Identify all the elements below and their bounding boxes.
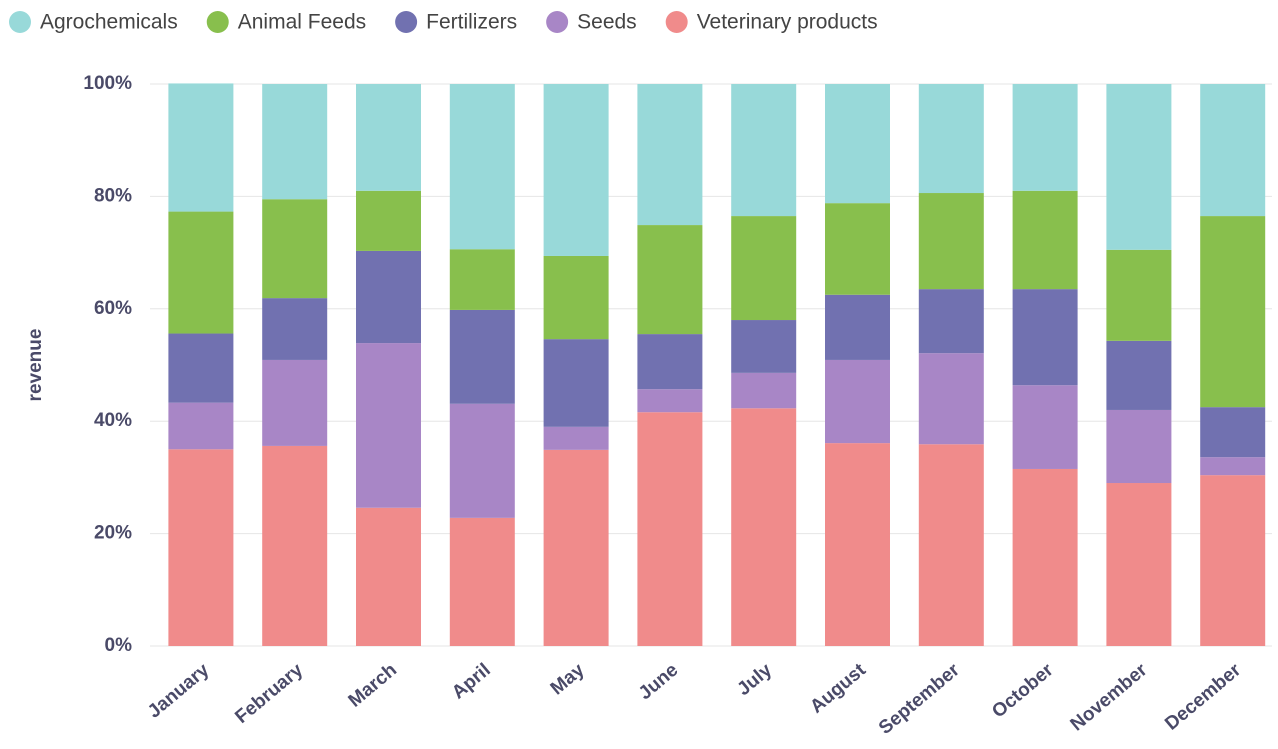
bar-segment	[1106, 483, 1172, 646]
bar-segment	[1200, 475, 1266, 646]
x-tick-label: December	[1161, 659, 1245, 735]
bar-segment	[262, 359, 328, 446]
legend-swatch	[546, 11, 569, 33]
x-tick-label: June	[635, 660, 682, 705]
bar-segment	[356, 250, 421, 344]
bar-segment	[825, 203, 890, 295]
bar-segment	[262, 445, 328, 646]
x-tick-label: March	[345, 660, 401, 712]
bar-segment	[637, 412, 703, 646]
y-tick-label: 100%	[83, 73, 132, 94]
bar-segment	[543, 255, 609, 340]
legend-swatch	[395, 11, 418, 33]
x-tick-label: August	[806, 659, 870, 718]
bar-segment	[1200, 457, 1266, 476]
bar-segment	[1106, 84, 1172, 250]
bar-segment	[262, 84, 328, 200]
legend-label: Animal Feeds	[238, 11, 366, 34]
bar-segment	[1012, 84, 1078, 191]
bar-segment	[731, 216, 797, 321]
bar-segment	[637, 334, 703, 390]
y-tick-label: 60%	[94, 298, 132, 319]
y-axis-label: revenue	[25, 329, 46, 402]
x-tick-label: July	[734, 659, 777, 700]
bar-segment	[1106, 249, 1172, 341]
bar-segment	[637, 84, 703, 226]
bar-segment	[168, 211, 234, 334]
bar-segment	[356, 507, 421, 646]
bar-segment	[825, 294, 890, 360]
x-tick-label: January	[144, 659, 214, 722]
bar-segment	[449, 309, 515, 404]
bar-segment	[825, 359, 890, 444]
bar-segment	[1106, 409, 1172, 484]
bar-segment	[1106, 340, 1172, 410]
bar-segment	[168, 333, 234, 403]
bar-segment	[825, 443, 890, 646]
legend-label: Fertilizers	[426, 11, 517, 34]
bar-segment	[918, 193, 984, 290]
x-tick-label: May	[547, 659, 589, 699]
y-tick-label: 80%	[94, 185, 132, 206]
bar-segment	[168, 449, 234, 646]
bar-segment	[356, 343, 421, 508]
bar-segment	[1012, 468, 1078, 646]
bar-segment	[168, 402, 234, 450]
bar-segment	[543, 339, 609, 427]
legend-swatch	[9, 11, 31, 33]
bar-segment	[731, 372, 797, 409]
bar-segment	[825, 84, 890, 204]
bar-segment	[918, 444, 984, 646]
legend-label: Veterinary products	[697, 11, 878, 34]
bar-segment	[449, 403, 515, 518]
bar-segment	[449, 84, 515, 250]
bar-segment	[731, 84, 797, 217]
bar-segment	[543, 426, 609, 450]
x-tick-label: November	[1067, 659, 1152, 735]
x-tick-label: September	[875, 659, 964, 739]
bar-segment	[543, 84, 609, 256]
bar-segment	[1012, 385, 1078, 469]
y-tick-label: 0%	[105, 635, 133, 656]
bar-segment	[356, 190, 421, 251]
bar-segment	[262, 199, 328, 299]
bar-segment	[1200, 84, 1266, 217]
y-tick-label: 20%	[94, 523, 132, 544]
bar-segment	[449, 249, 515, 310]
y-tick-label: 40%	[94, 410, 132, 431]
bar-segment	[731, 408, 797, 646]
bar-segment	[637, 389, 703, 413]
x-tick-label: April	[448, 660, 495, 704]
bar-segment	[918, 289, 984, 354]
bar-segment	[918, 353, 984, 445]
bar-segment	[731, 320, 797, 373]
bar-segment	[918, 84, 984, 194]
bar-segment	[449, 517, 515, 646]
bar-segment	[543, 449, 609, 646]
legend-label: Agrochemicals	[40, 11, 178, 34]
bar-segment	[637, 225, 703, 335]
bar-segment	[1012, 190, 1078, 290]
x-tick-label: February	[231, 659, 307, 728]
bar-segment	[262, 298, 328, 360]
bar-segment	[168, 83, 234, 212]
legend-swatch	[206, 11, 229, 33]
legend-swatch	[665, 11, 688, 33]
bar-segment	[1200, 216, 1266, 408]
legend-label: Seeds	[577, 11, 637, 34]
x-tick-label: October	[988, 659, 1058, 722]
bar-segment	[1012, 289, 1078, 386]
bar-segment	[356, 84, 421, 191]
bar-segment	[1200, 407, 1266, 458]
